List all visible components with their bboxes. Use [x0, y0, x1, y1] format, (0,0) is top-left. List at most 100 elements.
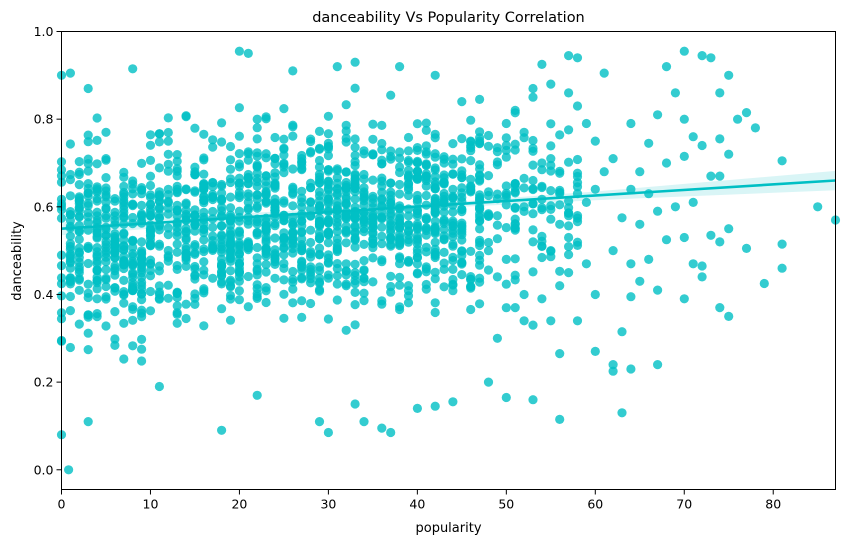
data-point: [395, 272, 405, 282]
data-point: [572, 211, 583, 221]
data-point: [466, 282, 476, 292]
data-point: [448, 264, 458, 274]
data-point: [297, 157, 307, 167]
data-point: [65, 306, 75, 316]
data-point: [217, 261, 227, 272]
data-point: [661, 158, 672, 168]
data-point: [341, 194, 351, 204]
data-point: [537, 182, 547, 193]
data-point: [741, 108, 752, 118]
data-point: [163, 184, 173, 194]
data-point: [377, 239, 387, 249]
data-point: [466, 115, 476, 125]
data-point: [368, 119, 378, 129]
data-point: [421, 224, 431, 234]
data-point: [403, 220, 414, 230]
data-point: [314, 178, 325, 188]
data-point: [225, 294, 236, 304]
data-point: [555, 189, 565, 199]
data-point: [208, 236, 218, 246]
data-point: [581, 259, 592, 269]
data-point: [323, 273, 333, 283]
data-point: [217, 188, 227, 198]
data-point: [715, 171, 725, 181]
x-axis-ticks: 0 10 20 30 40 50 60 70 80: [58, 489, 781, 512]
data-point: [697, 140, 707, 151]
data-point: [163, 127, 173, 138]
data-point: [101, 173, 111, 183]
data-point: [110, 231, 120, 242]
data-point: [421, 213, 431, 223]
data-point: [128, 260, 138, 270]
data-point: [653, 360, 663, 370]
data-point: [323, 190, 333, 200]
data-point: [733, 114, 743, 124]
data-point: [199, 284, 209, 294]
data-point: [572, 237, 583, 247]
data-point: [261, 259, 271, 270]
data-point: [297, 273, 307, 283]
data-point: [234, 131, 244, 141]
data-point: [395, 189, 405, 199]
data-point: [457, 134, 467, 144]
data-point: [101, 281, 111, 292]
data-point: [181, 255, 191, 265]
data-point: [119, 298, 129, 308]
data-point: [279, 313, 289, 323]
data-point: [279, 159, 289, 170]
data-point: [261, 197, 271, 207]
data-point: [252, 230, 262, 240]
data-point: [377, 231, 387, 241]
data-point: [74, 169, 84, 180]
data-point: [590, 184, 600, 194]
data-point: [279, 196, 289, 206]
data-point: [110, 307, 120, 317]
data-point: [537, 165, 547, 175]
data-point: [492, 220, 502, 230]
data-point: [145, 241, 156, 251]
data-point: [199, 265, 209, 275]
data-point: [145, 306, 156, 316]
data-point: [359, 239, 369, 249]
data-point: [323, 314, 333, 324]
data-point: [350, 134, 360, 144]
data-point: [261, 190, 271, 200]
data-point: [83, 137, 93, 147]
data-point: [572, 101, 583, 111]
data-point: [172, 318, 182, 328]
data-point: [101, 230, 111, 240]
data-point: [661, 62, 672, 72]
data-point: [74, 180, 84, 190]
data-point: [564, 242, 574, 252]
data-point: [314, 243, 325, 253]
data-point: [217, 235, 227, 245]
data-point: [252, 259, 262, 269]
data-point: [430, 237, 440, 247]
data-point: [555, 130, 565, 140]
data-point: [377, 255, 387, 265]
data-point: [341, 279, 351, 289]
data-point: [332, 221, 342, 231]
data-point: [163, 149, 173, 159]
data-point: [172, 223, 182, 233]
data-point: [65, 239, 75, 249]
data-point: [110, 340, 120, 350]
data-point: [65, 231, 75, 241]
data-point: [128, 242, 138, 252]
data-point: [279, 289, 289, 299]
data-point: [635, 167, 645, 177]
data-point: [350, 161, 360, 171]
data-point: [688, 197, 698, 207]
data-point: [172, 164, 182, 174]
data-point: [172, 308, 182, 318]
data-point: [145, 140, 156, 150]
data-point: [715, 88, 725, 98]
data-point: [510, 219, 520, 229]
data-point: [350, 150, 360, 160]
data-point: [163, 209, 173, 219]
data-point: [154, 294, 164, 304]
data-point: [475, 260, 485, 270]
data-point: [314, 201, 325, 211]
regression-line-group: [61, 179, 836, 231]
data-point: [225, 238, 236, 248]
